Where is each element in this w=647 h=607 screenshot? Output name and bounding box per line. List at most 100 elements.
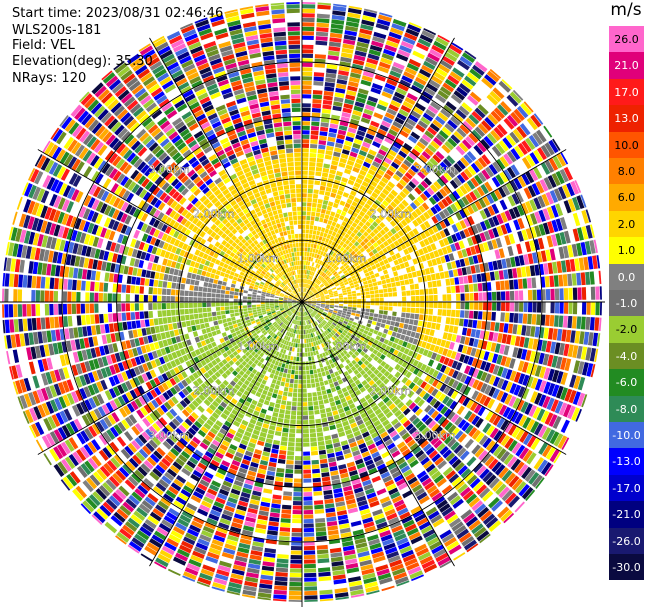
velocity-cell: [246, 322, 252, 327]
velocity-cell: [501, 302, 506, 312]
velocity-cell: [380, 534, 393, 542]
velocity-cell: [490, 191, 499, 202]
velocity-cell: [311, 125, 320, 131]
velocity-cell: [138, 396, 147, 406]
velocity-cell: [272, 339, 277, 345]
velocity-cell: [351, 259, 357, 264]
velocity-cell: [470, 177, 480, 188]
velocity-cell: [87, 425, 98, 438]
velocity-cell: [388, 403, 396, 411]
velocity-cell: [260, 363, 266, 369]
velocity-cell: [418, 68, 432, 78]
velocity-cell: [504, 357, 512, 368]
velocity-cell: [487, 292, 492, 301]
velocity-cell: [181, 379, 189, 388]
velocity-cell: [416, 370, 424, 378]
velocity-cell: [279, 450, 287, 455]
velocity-cell: [309, 161, 316, 167]
velocity-cell: [442, 237, 450, 246]
velocity-cell: [581, 209, 589, 224]
velocity-cell: [282, 349, 287, 355]
velocity-cell: [393, 379, 401, 387]
velocity-cell: [247, 360, 254, 366]
velocity-cell: [492, 215, 500, 226]
velocity-cell: [421, 414, 430, 423]
velocity-cell: [516, 324, 523, 335]
velocity-cell: [395, 252, 401, 259]
velocity-cell: [261, 379, 267, 385]
velocity-cell: [466, 237, 474, 247]
velocity-cell: [338, 335, 343, 341]
velocity-cell: [318, 255, 323, 260]
velocity-cell: [496, 378, 505, 389]
velocity-cell: [286, 310, 291, 314]
velocity-cell: [155, 504, 167, 514]
velocity-cell: [293, 319, 297, 325]
velocity-cell: [500, 291, 506, 301]
velocity-cell: [317, 440, 325, 446]
velocity-cell: [374, 386, 381, 393]
velocity-cell: [429, 123, 440, 133]
velocity-cell: [308, 338, 311, 343]
velocity-cell: [313, 310, 318, 313]
velocity-cell: [366, 323, 372, 328]
velocity-cell: [347, 253, 353, 259]
velocity-cell: [330, 470, 339, 476]
velocity-cell: [379, 577, 393, 585]
velocity-cell: [458, 276, 464, 285]
velocity-cell: [369, 337, 375, 343]
velocity-cell: [492, 332, 499, 342]
velocity-cell: [400, 104, 412, 114]
velocity-cell: [250, 389, 257, 395]
velocity-cell: [356, 231, 363, 238]
velocity-cell: [263, 324, 269, 329]
velocity-cell: [84, 428, 94, 440]
velocity-cell: [314, 278, 319, 283]
velocity-cell: [258, 510, 269, 517]
velocity-cell: [401, 368, 409, 376]
velocity-cell: [236, 401, 243, 408]
velocity-cell: [578, 257, 585, 271]
velocity-cell: [269, 457, 278, 463]
velocity-cell: [302, 13, 315, 18]
velocity-cell: [563, 302, 569, 314]
velocity-cell: [233, 480, 244, 487]
velocity-cell: [325, 253, 330, 258]
velocity-cell: [338, 70, 350, 76]
velocity-cell: [571, 407, 580, 421]
velocity-cell: [221, 358, 228, 365]
velocity-cell: [374, 293, 380, 298]
velocity-cell: [302, 22, 315, 27]
velocity-cell: [518, 313, 523, 324]
velocity-cell: [315, 314, 320, 319]
velocity-cell: [470, 347, 477, 357]
velocity-cell: [334, 592, 349, 598]
velocity-cell: [178, 544, 192, 554]
velocity-cell: [371, 83, 383, 91]
velocity-cell: [274, 481, 284, 487]
velocity-cell: [500, 212, 508, 223]
velocity-cell: [261, 570, 274, 576]
velocity-cell: [407, 24, 421, 33]
velocity-cell: [415, 387, 423, 396]
velocity-cell: [543, 327, 549, 339]
velocity-cell: [472, 462, 484, 473]
velocity-cell: [450, 441, 460, 451]
velocity-cell: [540, 461, 552, 476]
velocity-cell: [149, 412, 158, 422]
velocity-cell: [354, 363, 360, 369]
velocity-cell: [415, 123, 426, 133]
velocity-cell: [445, 278, 451, 286]
velocity-cell: [487, 352, 494, 362]
velocity-cell: [429, 329, 435, 337]
velocity-cell: [358, 253, 365, 259]
velocity-cell: [334, 198, 341, 204]
velocity-cell: [358, 423, 366, 430]
velocity-cell: [506, 150, 517, 163]
velocity-cell: [458, 209, 467, 219]
velocity-cell: [455, 362, 463, 371]
velocity-cell: [304, 577, 317, 582]
velocity-cell: [487, 240, 494, 251]
velocity-cell: [391, 266, 397, 272]
velocity-cell: [409, 570, 424, 580]
